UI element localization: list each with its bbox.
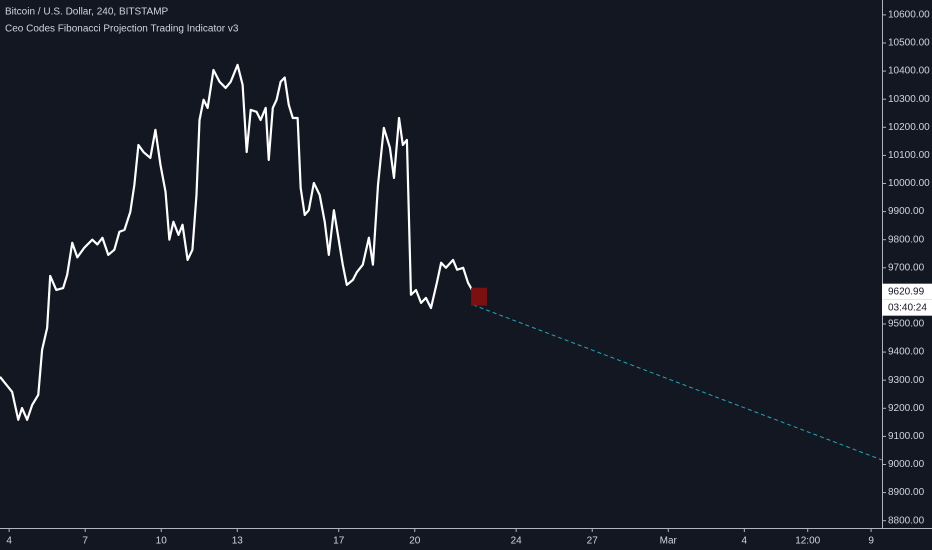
y-tick-label: 9100.00 (888, 431, 925, 442)
x-tick-label: Mar (660, 536, 678, 547)
y-tick-label: 10200.00 (888, 122, 930, 133)
y-tick-label: 8800.00 (888, 515, 925, 526)
price-label: 9620.99 (888, 286, 925, 297)
countdown: 03:40:24 (888, 302, 927, 313)
x-tick-label: 4 (6, 536, 12, 547)
projection-line (472, 304, 883, 461)
chart-title: Bitcoin / U.S. Dollar, 240, BITSTAMP (5, 7, 169, 18)
y-tick-label: 10500.00 (888, 38, 930, 49)
indicator-name: Ceo Codes Fibonacci Projection Trading I… (5, 24, 239, 35)
y-tick-label: 9900.00 (888, 206, 925, 217)
y-tick-label: 10600.00 (888, 10, 930, 21)
x-tick-label: 24 (511, 536, 523, 547)
x-tick-label: 13 (232, 536, 244, 547)
y-tick-label: 10300.00 (888, 94, 930, 105)
y-tick-label: 9700.00 (888, 262, 925, 273)
y-tick-label: 10400.00 (888, 66, 930, 77)
y-tick-label: 9000.00 (888, 459, 925, 470)
x-tick-label: 9 (868, 536, 874, 547)
x-tick-label: 20 (409, 536, 421, 547)
y-tick-label: 9800.00 (888, 234, 925, 245)
x-tick-label: 10 (156, 536, 168, 547)
position-marker (471, 287, 488, 306)
y-tick-label: 9200.00 (888, 403, 925, 414)
x-tick-label: 17 (333, 536, 345, 547)
y-tick-label: 8900.00 (888, 487, 925, 498)
x-tick-label: 12:00 (795, 536, 820, 547)
y-tick-label: 9400.00 (888, 347, 925, 358)
price-line (0, 63, 475, 421)
x-tick-label: 7 (82, 536, 88, 547)
countdown-box (882, 299, 932, 316)
y-tick-label: 10100.00 (888, 150, 930, 161)
price-label-box (882, 283, 932, 300)
y-tick-label: 9300.00 (888, 375, 925, 386)
x-tick-label: 27 (587, 536, 599, 547)
x-tick-label: 4 (742, 536, 748, 547)
y-tick-label: 10000.00 (888, 178, 930, 189)
y-tick-label: 9500.00 (888, 319, 925, 330)
